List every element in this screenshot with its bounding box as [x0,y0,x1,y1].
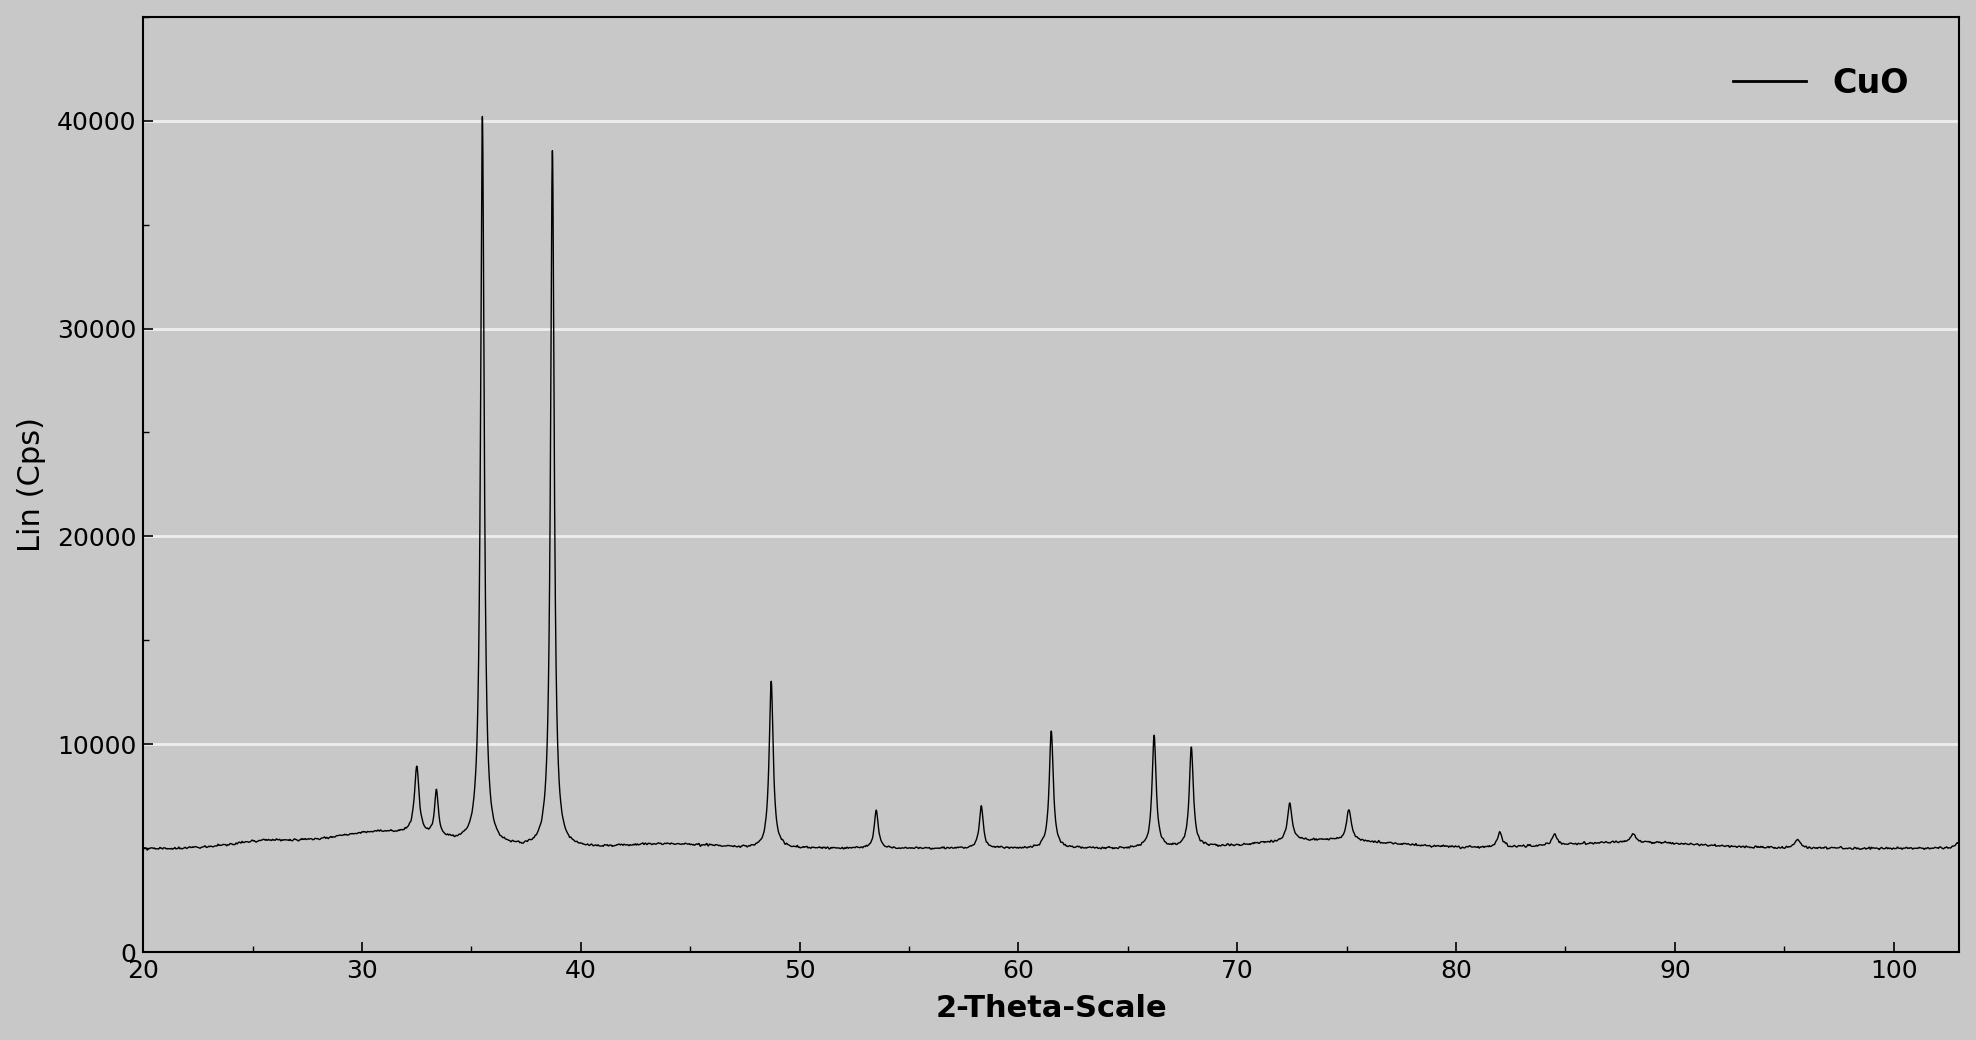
X-axis label: 2-Theta-Scale: 2-Theta-Scale [935,994,1168,1023]
Y-axis label: Lin (Cps): Lin (Cps) [16,417,45,552]
Legend: CuO: CuO [1699,33,1942,133]
